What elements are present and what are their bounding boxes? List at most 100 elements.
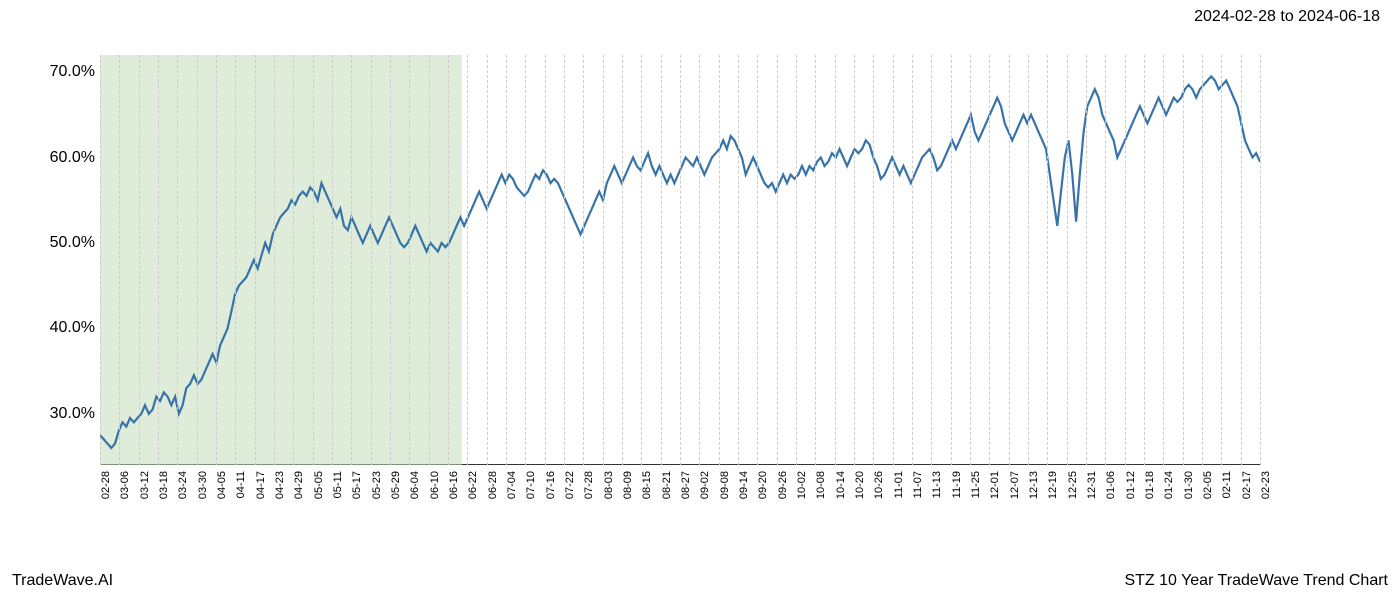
gridline [719, 55, 720, 465]
x-tick-label: 02-23 [1260, 471, 1272, 499]
x-tick-label: 04-23 [274, 471, 286, 499]
gridline [951, 55, 952, 465]
x-tick-label: 12-25 [1067, 471, 1079, 499]
x-tick-label: 02-17 [1241, 471, 1253, 499]
brand-label: TradeWave.AI [12, 572, 113, 590]
x-tick-label: 10-26 [873, 471, 885, 499]
gridline [1163, 55, 1164, 465]
gridline [1086, 55, 1087, 465]
gridline [1183, 55, 1184, 465]
gridline [1144, 55, 1145, 465]
x-tick-label: 11-01 [893, 471, 905, 498]
gridline [197, 55, 198, 465]
gridline [912, 55, 913, 465]
gridline [970, 55, 971, 465]
x-axis: 02-2803-0603-1203-1803-2403-3004-0504-11… [100, 465, 1260, 565]
x-tick-label: 04-17 [255, 471, 267, 499]
x-tick-label: 08-15 [641, 471, 653, 499]
gridline [699, 55, 700, 465]
gridline [506, 55, 507, 465]
gridline [583, 55, 584, 465]
gridline [796, 55, 797, 465]
gridline [525, 55, 526, 465]
x-tick-label: 02-28 [100, 471, 112, 499]
gridline [429, 55, 430, 465]
gridline [100, 55, 101, 465]
x-tick-label: 08-03 [603, 471, 615, 499]
x-tick-label: 09-02 [699, 471, 711, 499]
gridline [139, 55, 140, 465]
gridline [313, 55, 314, 465]
gridline [158, 55, 159, 465]
x-tick-label: 07-10 [525, 471, 537, 499]
y-tick-label: 30.0% [20, 405, 95, 423]
gridline [1067, 55, 1068, 465]
x-tick-label: 06-16 [448, 471, 460, 499]
gridline [738, 55, 739, 465]
gridline [1221, 55, 1222, 465]
gridline [873, 55, 874, 465]
x-tick-label: 05-11 [332, 471, 344, 498]
gridline [641, 55, 642, 465]
x-tick-label: 03-12 [139, 471, 151, 499]
x-tick-label: 04-29 [293, 471, 305, 499]
plot-area [100, 55, 1260, 465]
gridline [1260, 55, 1261, 465]
x-tick-label: 08-27 [680, 471, 692, 499]
gridline [1241, 55, 1242, 465]
x-tick-label: 11-13 [931, 471, 943, 498]
x-tick-label: 06-28 [487, 471, 499, 499]
x-tick-label: 10-02 [796, 471, 808, 499]
gridline [680, 55, 681, 465]
x-tick-label: 05-05 [313, 471, 325, 499]
x-tick-label: 12-13 [1028, 471, 1040, 499]
gridline [487, 55, 488, 465]
x-tick-label: 10-08 [815, 471, 827, 499]
gridline [467, 55, 468, 465]
gridline [235, 55, 236, 465]
x-tick-label: 01-12 [1125, 471, 1137, 499]
gridline [371, 55, 372, 465]
x-tick-label: 08-09 [622, 471, 634, 499]
gridline [274, 55, 275, 465]
x-tick-label: 07-16 [545, 471, 557, 499]
x-tick-label: 05-23 [371, 471, 383, 499]
y-tick-label: 40.0% [20, 319, 95, 337]
gridline [448, 55, 449, 465]
x-tick-label: 06-22 [467, 471, 479, 499]
gridline [255, 55, 256, 465]
gridline [564, 55, 565, 465]
x-tick-label: 01-24 [1163, 471, 1175, 499]
gridline [1105, 55, 1106, 465]
gridline [177, 55, 178, 465]
x-tick-label: 09-26 [777, 471, 789, 499]
x-tick-label: 05-17 [351, 471, 363, 499]
y-tick-label: 50.0% [20, 234, 95, 252]
x-tick-label: 03-06 [119, 471, 131, 499]
x-tick-label: 08-21 [661, 471, 673, 499]
gridline [1028, 55, 1029, 465]
x-tick-label: 09-20 [757, 471, 769, 499]
gridline [119, 55, 120, 465]
gridline [931, 55, 932, 465]
x-tick-label: 07-04 [506, 471, 518, 499]
gridline [332, 55, 333, 465]
x-tick-label: 03-24 [177, 471, 189, 499]
gridline [293, 55, 294, 465]
x-tick-label: 10-20 [854, 471, 866, 499]
x-tick-label: 01-18 [1144, 471, 1156, 499]
gridline [815, 55, 816, 465]
gridline [1009, 55, 1010, 465]
x-tick-label: 04-11 [235, 471, 247, 498]
x-tick-label: 07-28 [583, 471, 595, 499]
x-tick-label: 12-31 [1086, 471, 1098, 499]
x-tick-label: 03-18 [158, 471, 170, 499]
gridline [603, 55, 604, 465]
x-tick-label: 11-07 [912, 471, 924, 498]
gridline [351, 55, 352, 465]
gridline [216, 55, 217, 465]
gridline [390, 55, 391, 465]
x-tick-label: 02-11 [1221, 471, 1233, 498]
y-tick-label: 60.0% [20, 149, 95, 167]
x-tick-label: 11-19 [951, 471, 963, 498]
